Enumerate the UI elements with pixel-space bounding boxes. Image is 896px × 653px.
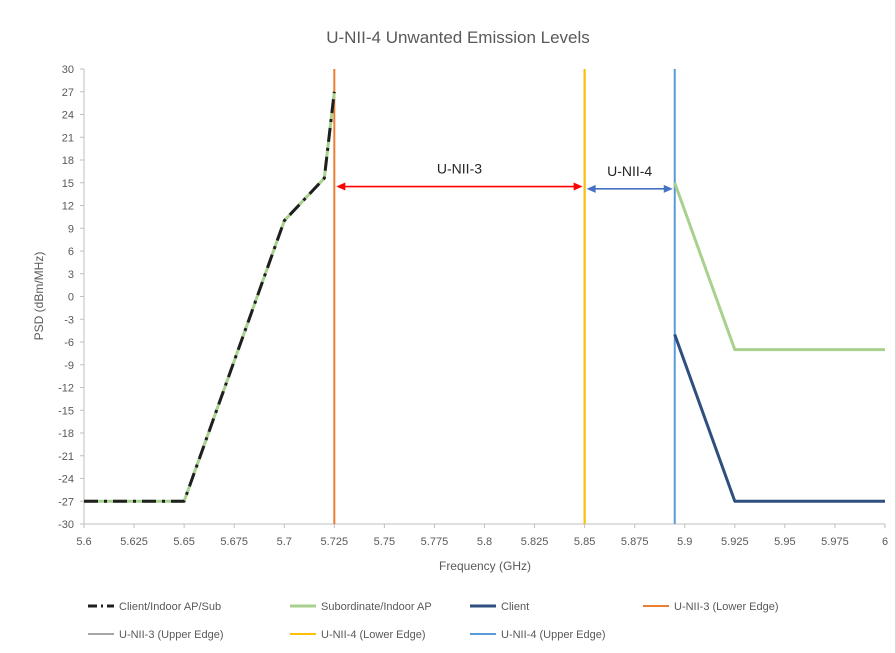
y-tick-label: -3	[64, 314, 74, 326]
y-tick-label: -18	[58, 428, 74, 440]
y-tick-label: -24	[58, 474, 74, 486]
legend-label-6: U-NII-4 (Upper Edge)	[501, 629, 606, 641]
x-tick-label: 5.925	[721, 536, 749, 548]
x-tick-label: 5.825	[521, 536, 549, 548]
x-tick-label: 5.975	[821, 536, 849, 548]
y-tick-label: -27	[58, 496, 74, 508]
x-tick-label: 5.9	[677, 536, 692, 548]
annotation-arrowhead-right	[573, 182, 583, 191]
x-tick-label: 6	[882, 536, 888, 548]
y-tick-label: 12	[62, 201, 74, 213]
y-tick-label: -21	[58, 451, 74, 463]
x-tick-label: 5.75	[374, 536, 395, 548]
y-tick-label: 9	[68, 223, 74, 235]
annotation-label: U-NII-4	[607, 163, 652, 179]
x-tick-label: 5.775	[421, 536, 449, 548]
legend-label-0: Client/Indoor AP/Sub	[119, 601, 221, 613]
x-tick-label: 5.6	[76, 536, 91, 548]
x-tick-label: 5.65	[173, 536, 194, 548]
annotations: U-NII-3 U-NII-4	[336, 161, 673, 193]
y-tick-label: -30	[58, 519, 74, 531]
y-tick-label: 18	[62, 155, 74, 167]
y-axis-label: PSD (dBm/MHz)	[32, 252, 46, 341]
x-axis-label: Frequency (GHz)	[439, 559, 531, 573]
x-tick-label: 5.85	[574, 536, 595, 548]
y-tick-label: 0	[68, 292, 74, 304]
y-tick-label: -6	[64, 337, 74, 349]
annotation-arrowhead-left	[586, 184, 596, 193]
x-tick-label: 5.8	[477, 536, 492, 548]
series-1-line	[84, 91, 885, 503]
annotation-arrowhead-right	[663, 184, 673, 193]
legend-label-2: Client	[501, 601, 529, 613]
y-tick-label: 15	[62, 178, 74, 190]
axes: 302724211815129630-3-6-9-12-15-18-21-24-…	[58, 64, 888, 548]
legend-label-1: Subordinate/Indoor AP	[321, 601, 432, 613]
plot-area	[84, 69, 885, 524]
y-tick-label: -9	[64, 360, 74, 372]
series-0-line	[84, 91, 336, 503]
y-tick-label: -15	[58, 405, 74, 417]
y-tick-label: -12	[58, 383, 74, 395]
annotation-arrowhead-left	[336, 182, 346, 191]
legend-label-5: U-NII-4 (Lower Edge)	[321, 629, 426, 641]
y-tick-label: 24	[62, 110, 74, 122]
x-tick-label: 5.7	[277, 536, 292, 548]
legend-label-3: U-NII-3 (Lower Edge)	[674, 601, 779, 613]
annotation-label: U-NII-3	[437, 161, 482, 177]
y-tick-label: 21	[62, 132, 74, 144]
x-tick-label: 5.875	[621, 536, 649, 548]
x-tick-label: 5.95	[774, 536, 795, 548]
y-tick-label: 30	[62, 64, 74, 76]
y-tick-label: 27	[62, 87, 74, 99]
chart-title: U-NII-4 Unwanted Emission Levels	[326, 28, 590, 47]
x-tick-label: 5.725	[321, 536, 349, 548]
x-tick-label: 5.675	[220, 536, 248, 548]
legend-label-4: U-NII-3 (Upper Edge)	[119, 629, 224, 641]
legend: Client/Indoor AP/Sub Subordinate/Indoor A…	[88, 601, 779, 641]
series-2-line	[673, 333, 885, 503]
x-tick-label: 5.625	[120, 536, 148, 548]
y-tick-label: 3	[68, 269, 74, 281]
y-tick-label: 6	[68, 246, 74, 258]
